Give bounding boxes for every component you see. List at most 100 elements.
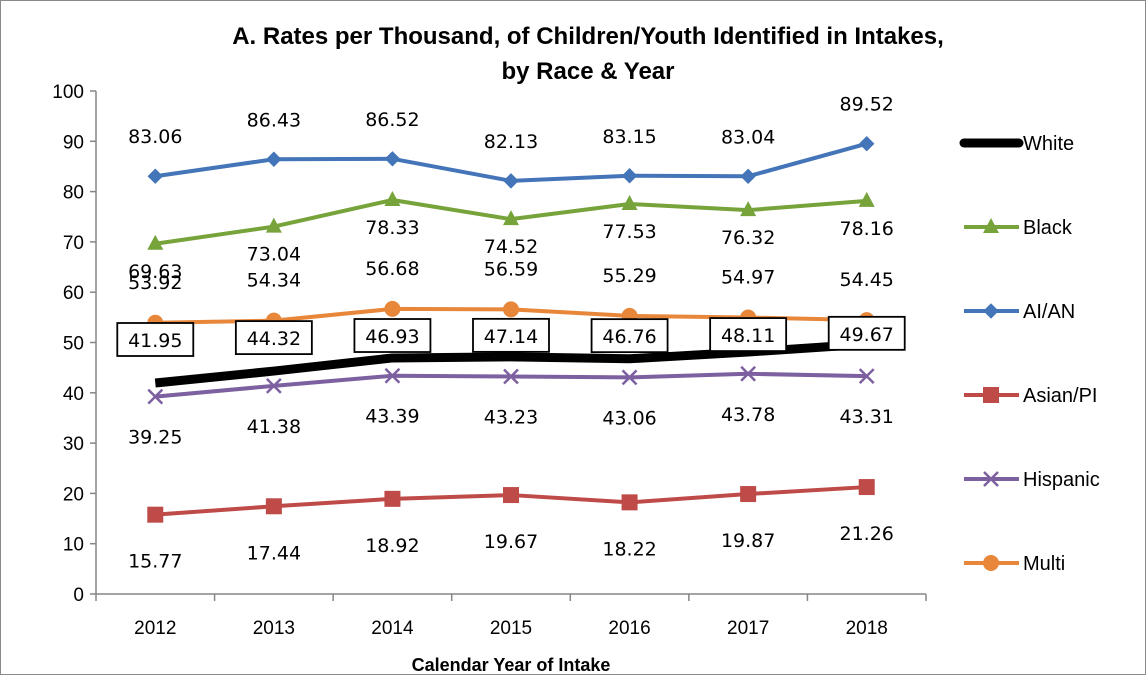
data-labels: 41.95 44.32 46.93 47.14 46.76 48.11 49.67 69.63… bbox=[116, 94, 906, 573]
data-label-asian-pi: 15.77 bbox=[128, 551, 182, 573]
data-label-box-white bbox=[116, 322, 195, 357]
data-label-black: 77.53 bbox=[602, 221, 656, 243]
data-label-multi: 53.92 bbox=[128, 272, 182, 294]
data-label-ai-an: 83.04 bbox=[721, 126, 775, 148]
data-label-box-white bbox=[709, 317, 788, 352]
x-tick-label: 2018 bbox=[846, 618, 888, 639]
data-label-white: 49.67 bbox=[840, 324, 894, 346]
series-ai-an bbox=[147, 136, 875, 189]
legend-marker-hispanic bbox=[983, 471, 999, 487]
data-label-hispanic: 41.38 bbox=[247, 416, 301, 438]
data-label-black: 74.52 bbox=[484, 236, 538, 258]
legend-label-ai-an: AI/AN bbox=[1023, 301, 1075, 323]
chart-subtitle: by Race & Year bbox=[501, 58, 674, 85]
data-point-asian-pi bbox=[740, 486, 757, 503]
legend-item-hispanic: Hispanic bbox=[964, 469, 1100, 491]
y-tick-label: 100 bbox=[52, 82, 84, 103]
data-point-asian-pi bbox=[265, 498, 282, 515]
data-point-black bbox=[503, 210, 519, 226]
data-label-multi: 54.45 bbox=[840, 269, 894, 291]
legend-label-hispanic: Hispanic bbox=[1023, 469, 1100, 491]
data-label-white: 48.11 bbox=[721, 325, 775, 347]
y-tick-label: 70 bbox=[63, 233, 84, 254]
data-label-box-white bbox=[590, 318, 669, 354]
data-label-ai-an: 83.15 bbox=[602, 126, 656, 148]
axes: 0 10 20 30 40 50 60 70 80 90 100 2012 2013 2014 2015 20… bbox=[52, 82, 927, 639]
series-lines bbox=[147, 136, 875, 523]
data-label-asian-pi: 21.26 bbox=[840, 523, 894, 545]
data-point-asian-pi bbox=[503, 487, 519, 504]
series-line-white bbox=[154, 339, 868, 388]
data-point-hispanic bbox=[265, 377, 282, 394]
data-point-asian-pi bbox=[621, 494, 638, 511]
x-tick-label: 2014 bbox=[371, 618, 414, 639]
y-tick-label: 30 bbox=[63, 434, 84, 455]
data-label-ai-an: 89.52 bbox=[840, 94, 894, 116]
data-label-white: 47.14 bbox=[484, 326, 538, 348]
data-point-ai-an bbox=[859, 136, 875, 152]
legend-item-multi: Multi bbox=[964, 553, 1065, 575]
data-point-black bbox=[384, 191, 401, 207]
data-label-white: 46.76 bbox=[602, 326, 656, 348]
data-label-ai-an: 82.13 bbox=[484, 131, 538, 153]
series-black bbox=[147, 191, 875, 250]
y-tick-label: 50 bbox=[63, 334, 84, 355]
data-point-asian-pi bbox=[147, 506, 164, 523]
data-label-black: 73.04 bbox=[247, 244, 301, 266]
data-point-black bbox=[858, 191, 875, 207]
data-label-white: 46.93 bbox=[365, 326, 419, 348]
data-point-multi bbox=[503, 301, 519, 318]
data-label-ai-an: 83.06 bbox=[128, 126, 182, 148]
data-point-ai-an bbox=[503, 173, 519, 189]
data-point-hispanic bbox=[503, 368, 519, 385]
legend-label-black: Black bbox=[1023, 217, 1073, 239]
data-point-ai-an bbox=[147, 168, 163, 184]
y-tick-label: 10 bbox=[63, 535, 84, 556]
data-point-black bbox=[265, 217, 282, 233]
data-label-black: 76.32 bbox=[721, 227, 775, 249]
y-tick-label: 60 bbox=[63, 283, 84, 304]
x-tick-label: 2017 bbox=[727, 618, 769, 639]
data-point-multi bbox=[384, 300, 401, 317]
legend-marker-multi bbox=[983, 555, 999, 571]
data-label-hispanic: 43.78 bbox=[721, 404, 775, 426]
data-label-asian-pi: 19.87 bbox=[721, 530, 775, 552]
data-label-multi: 54.97 bbox=[721, 267, 775, 289]
data-point-ai-an bbox=[384, 151, 401, 167]
data-label-black: 69.63 bbox=[128, 261, 182, 283]
data-label-white: 44.32 bbox=[247, 328, 301, 350]
x-tick-label: 2013 bbox=[253, 618, 295, 639]
legend-item-black: Black bbox=[964, 217, 1073, 239]
data-label-ai-an: 86.52 bbox=[365, 109, 419, 131]
data-label-hispanic: 39.25 bbox=[128, 427, 182, 449]
data-point-hispanic bbox=[147, 388, 164, 405]
legend-item-white: White bbox=[959, 133, 1074, 155]
data-label-multi: 55.29 bbox=[602, 265, 656, 287]
x-tick-label: 2016 bbox=[608, 618, 650, 639]
legend-marker-ai-an bbox=[983, 303, 999, 319]
data-point-ai-an bbox=[740, 168, 756, 185]
legend-marker-asian-pi bbox=[983, 387, 999, 403]
data-label-asian-pi: 18.22 bbox=[602, 538, 656, 560]
legend-label-asian-pi: Asian/PI bbox=[1023, 385, 1097, 407]
data-label-box-white bbox=[827, 315, 906, 351]
data-point-hispanic bbox=[384, 367, 401, 384]
y-tick-label: 80 bbox=[63, 183, 84, 204]
legend-item-asian-pi: Asian/PI bbox=[964, 385, 1097, 407]
data-label-asian-pi: 19.67 bbox=[484, 531, 538, 553]
y-tick-label: 90 bbox=[63, 132, 84, 153]
legend-label-white: White bbox=[1023, 133, 1074, 155]
data-label-ai-an: 86.43 bbox=[247, 109, 301, 131]
x-axis-title: Calendar Year of Intake bbox=[412, 655, 611, 675]
data-label-asian-pi: 17.44 bbox=[247, 542, 301, 564]
data-label-box-white bbox=[472, 317, 550, 353]
data-label-hispanic: 43.39 bbox=[365, 406, 419, 428]
data-label-multi: 56.68 bbox=[365, 258, 419, 280]
data-label-hispanic: 43.31 bbox=[840, 406, 894, 428]
data-label-hispanic: 43.23 bbox=[484, 407, 538, 429]
data-point-asian-pi bbox=[858, 479, 875, 496]
x-tick-label: 2012 bbox=[134, 618, 176, 639]
legend-label-multi: Multi bbox=[1023, 553, 1065, 575]
